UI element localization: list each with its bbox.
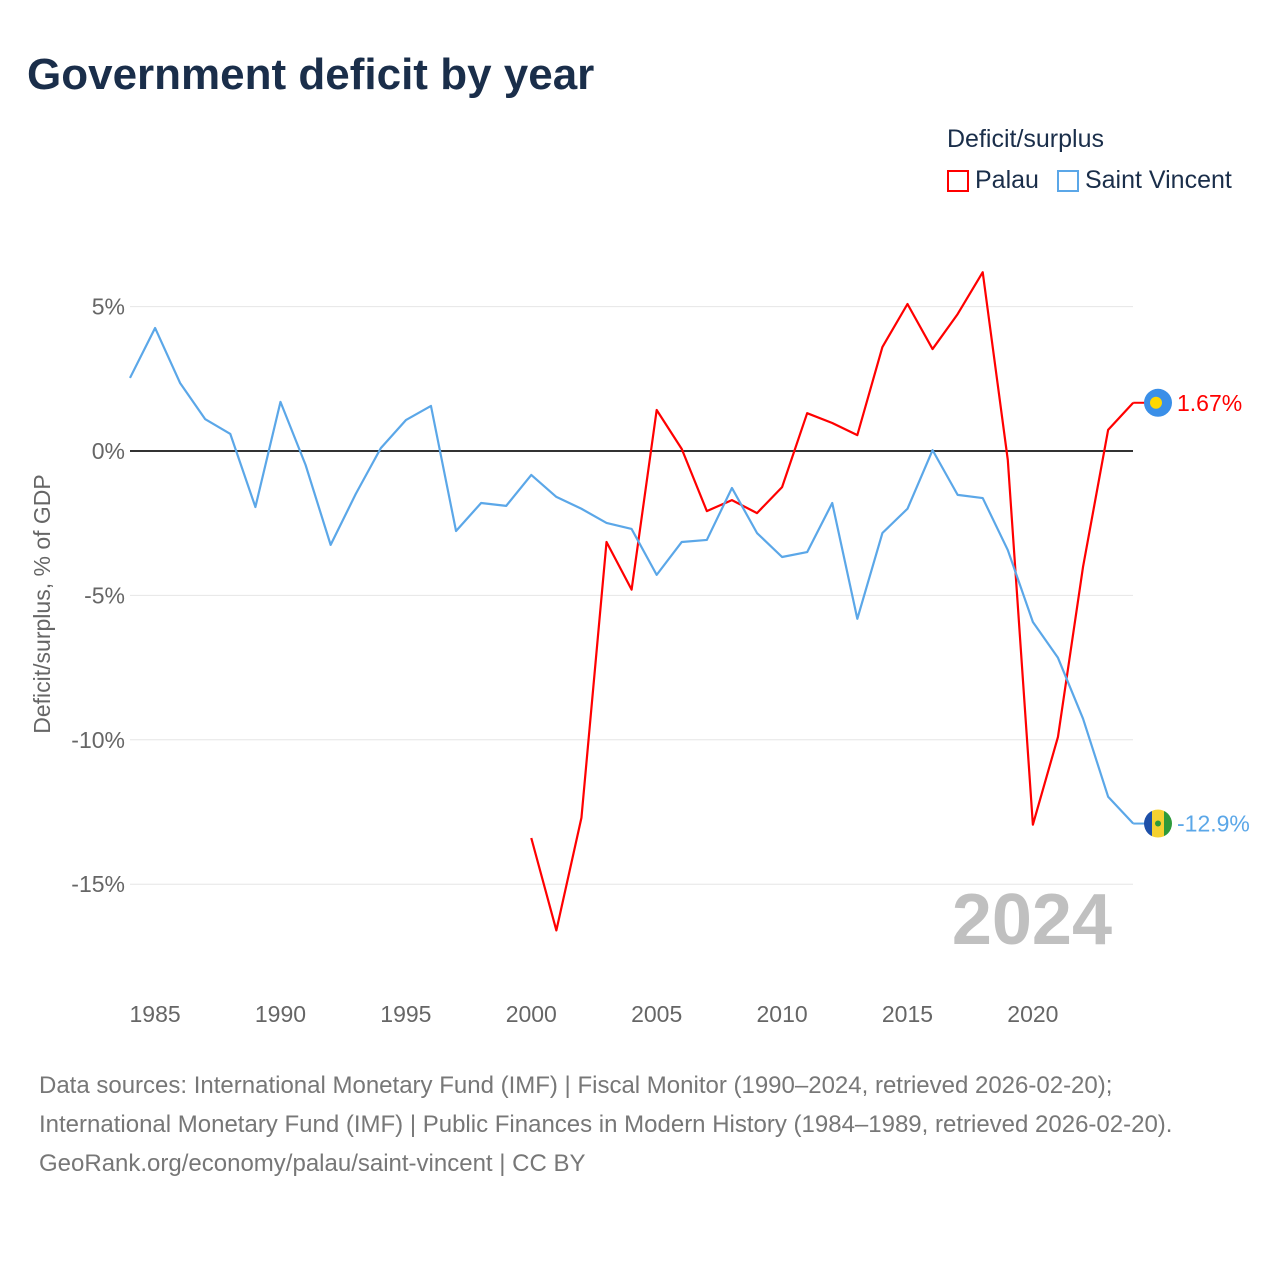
flag-saint-vincent-icon (1144, 809, 1172, 838)
x-tick-label: 2015 (882, 1001, 933, 1027)
legend-swatch-saint-vincent (1056, 169, 1079, 192)
legend: Palau Saint Vincent (947, 166, 1232, 195)
legend-swatch-palau (947, 169, 969, 192)
footer: Data sources: International Monetary Fun… (39, 1066, 1239, 1183)
y-tick-label: 5% (92, 294, 125, 320)
year-watermark: 2024 (952, 880, 1112, 960)
x-tick-label: 1990 (255, 1001, 306, 1027)
credit-link[interactable]: GeoRank.org/economy/palau/saint-vincent … (39, 1150, 586, 1177)
flag-stripe-green (1164, 809, 1172, 838)
end-value-label: -12.9% (1177, 811, 1250, 837)
y-tick-label: -10% (71, 727, 125, 753)
flag-diamonds (1155, 820, 1161, 827)
series-line-palau (530, 271, 1135, 932)
series-line-saint-vincent (129, 326, 1135, 825)
x-tick-label: 2020 (1007, 1001, 1058, 1027)
y-axis-label: Deficit/surplus, % of GDP (29, 474, 55, 733)
flag-stripes (1144, 809, 1172, 838)
legend-label: Saint Vincent (1084, 166, 1232, 194)
legend-label: Palau (975, 166, 1039, 194)
y-tick-label: -15% (71, 871, 125, 897)
end-value-label: 1.67% (1177, 390, 1242, 416)
x-tick-label: 2010 (756, 1001, 807, 1027)
x-tick-label: 1985 (129, 1001, 180, 1027)
legend-item-saint-vincent[interactable]: Saint Vincent (1056, 166, 1232, 195)
legend-item-palau[interactable]: Palau (947, 166, 1039, 195)
flag-stripe-blue (1144, 809, 1152, 838)
flag-palau-icon (1144, 388, 1172, 417)
x-tick-label: 1995 (380, 1001, 431, 1027)
x-tick-label: 2005 (631, 1001, 682, 1027)
legend-title: Deficit/surplus (947, 125, 1104, 153)
x-tick-label: 2000 (506, 1001, 557, 1027)
data-sources: Data sources: International Monetary Fun… (39, 1072, 1173, 1138)
y-tick-label: -5% (84, 582, 125, 608)
line-chart: 5% 0% -5% -10% -15% 1985 1990 1995 2000 2005 2010 2… (29, 271, 1250, 1027)
flag-moon (1150, 396, 1162, 409)
y-tick-label: 0% (92, 438, 125, 464)
chart-title: Government deficit by year (27, 50, 595, 99)
